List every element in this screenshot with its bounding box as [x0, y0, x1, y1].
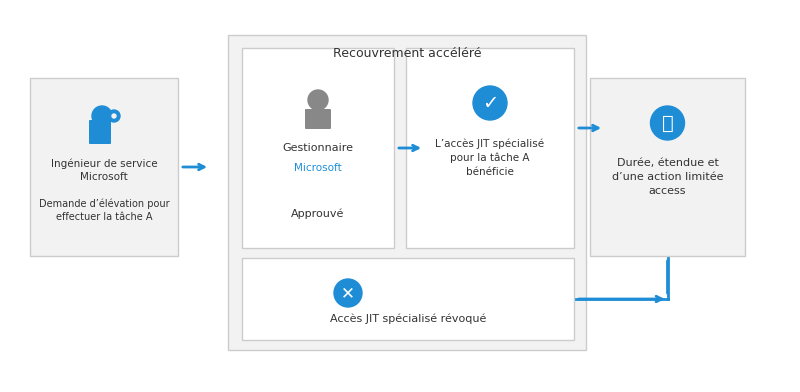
- FancyBboxPatch shape: [242, 48, 394, 248]
- FancyBboxPatch shape: [305, 109, 331, 129]
- Circle shape: [473, 86, 507, 120]
- FancyBboxPatch shape: [590, 78, 745, 256]
- FancyBboxPatch shape: [228, 35, 586, 350]
- Text: Microsoft: Microsoft: [294, 163, 342, 173]
- FancyBboxPatch shape: [89, 120, 111, 144]
- Text: ✕: ✕: [341, 284, 355, 302]
- Text: L’accès JIT spécialisé
pour la tâche A
bénéficie: L’accès JIT spécialisé pour la tâche A b…: [435, 138, 545, 177]
- FancyBboxPatch shape: [30, 78, 178, 256]
- Circle shape: [334, 279, 362, 307]
- Text: 🕐: 🕐: [662, 114, 674, 132]
- Circle shape: [650, 106, 685, 140]
- Text: Demande d’élévation pour
effectuer la tâche A: Demande d’élévation pour effectuer la tâ…: [38, 198, 170, 222]
- Circle shape: [92, 106, 112, 126]
- FancyBboxPatch shape: [242, 258, 574, 340]
- Circle shape: [108, 110, 120, 122]
- Text: Approuvé: Approuvé: [291, 208, 345, 218]
- FancyBboxPatch shape: [406, 48, 574, 248]
- Circle shape: [308, 90, 328, 110]
- Text: Durée, étendue et
d’une action limitée
access: Durée, étendue et d’une action limitée a…: [612, 158, 723, 196]
- Circle shape: [112, 114, 116, 118]
- Text: Accès JIT spécialisé révoqué: Accès JIT spécialisé révoqué: [330, 313, 486, 323]
- Text: Recouvrement accéléré: Recouvrement accéléré: [333, 47, 482, 60]
- Text: ✓: ✓: [482, 94, 498, 113]
- Text: Ingénieur de service
Microsoft: Ingénieur de service Microsoft: [50, 158, 158, 182]
- Text: Gestionnaire: Gestionnaire: [282, 143, 354, 153]
